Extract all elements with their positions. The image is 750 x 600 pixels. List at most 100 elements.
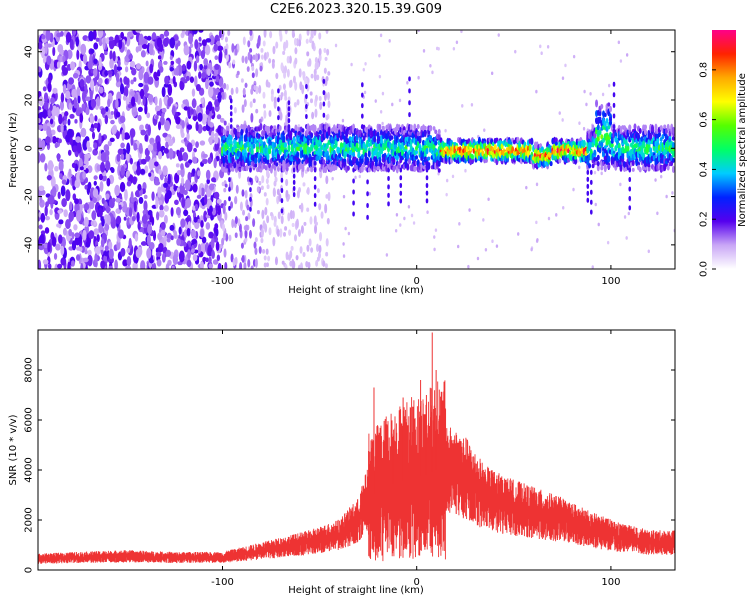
spectrogram-cell <box>270 93 274 102</box>
spectrogram-cell <box>72 193 77 201</box>
spectrogram-cell <box>38 151 41 163</box>
spectrogram-cell <box>67 149 72 156</box>
spectrogram-cell <box>170 207 174 217</box>
spectrogram-cell <box>391 102 394 107</box>
spectrogram-cell <box>299 262 303 269</box>
spectrogram-cell <box>52 136 57 144</box>
spectrogram-cell <box>487 197 490 202</box>
spectrogram-cell <box>203 64 208 70</box>
spectrogram-cell <box>483 143 487 148</box>
spectrogram-cell <box>124 66 129 73</box>
spectrogram-cell <box>437 160 441 167</box>
spectrogram-cell <box>59 31 64 37</box>
spectrogram-cell <box>105 193 110 200</box>
spectrogram-cell <box>194 39 199 50</box>
spectrogram-cell <box>306 244 310 252</box>
spectrogram-cell <box>467 264 470 269</box>
spectrogram-cell <box>314 108 318 118</box>
spectrogram-cell <box>162 132 169 138</box>
spectrogram-cell <box>380 139 384 144</box>
spectrogram-cell <box>115 131 120 140</box>
spectrogram-cell <box>169 67 175 72</box>
spectrogram-cell <box>306 188 310 194</box>
spectrogram-cell <box>403 216 406 221</box>
spectrogram-cell <box>348 154 352 159</box>
spectrogram-cell <box>455 40 459 45</box>
spectrogram-cell <box>104 78 108 85</box>
spectrogram-cell <box>201 159 208 164</box>
spectrogram-cell <box>194 203 198 210</box>
spectrogram-cell <box>199 63 204 71</box>
spectrogram-cell <box>240 242 244 249</box>
spectrogram-cell <box>264 223 268 233</box>
spectrogram-cell <box>326 48 330 56</box>
spectrogram-cell <box>138 82 144 88</box>
spectrogram-cell <box>280 187 284 193</box>
spectrogram-cell <box>57 209 63 214</box>
spectrogram-cell <box>142 209 147 215</box>
spectrogram-cell <box>45 30 51 41</box>
spectrogram-cell <box>92 188 99 198</box>
spectrogram-cell <box>60 123 64 134</box>
spectrogram-cell <box>61 179 67 185</box>
spectrogram-cell <box>145 155 151 162</box>
spectrogram-cell <box>609 105 613 113</box>
spectrogram-cell <box>72 72 79 79</box>
spectrogram-cell <box>294 57 298 65</box>
spectrogram-cell <box>262 248 266 254</box>
spectrogram-cell <box>247 181 251 186</box>
spectrogram-cell <box>626 145 630 152</box>
spectrogram-cell <box>261 209 265 220</box>
spectrogram-cell <box>39 195 43 204</box>
spectrogram-cell <box>268 110 272 117</box>
spectrogram-cell <box>180 218 186 228</box>
spectrogram-cell <box>278 149 282 155</box>
spectrogram-cell <box>535 220 538 225</box>
spectrogram-cell <box>93 175 98 180</box>
spectrogram-cell <box>130 79 134 85</box>
spectrogram-cell <box>78 246 83 252</box>
spectrogram-cell <box>593 149 597 156</box>
spectrogram-cell <box>186 132 190 141</box>
spectrogram-cell <box>368 191 371 196</box>
spectrogram-cell <box>416 131 420 137</box>
spectrogram-cell <box>287 112 291 118</box>
spectrogram-cell <box>628 167 632 173</box>
spectrogram-cell <box>671 191 674 195</box>
spectrogram-cell <box>115 197 121 203</box>
spectrogram-cell <box>305 93 308 99</box>
spectrogram-cell <box>200 187 205 197</box>
spectrogram-cell <box>119 115 126 124</box>
spectrogram-cell <box>223 187 227 193</box>
spectrogram-cell <box>57 43 64 53</box>
spectrogram-cell <box>263 109 267 119</box>
spectrogram-cell <box>528 143 532 152</box>
spectrogram-cell <box>115 111 121 118</box>
spectrogram-cell <box>254 157 258 165</box>
spectrogram-cell <box>324 263 328 269</box>
spectrogram-cell <box>217 45 224 52</box>
spectrogram-cell <box>284 226 288 231</box>
spectrogram-cell <box>292 185 296 191</box>
spectrogram-cell <box>623 215 627 219</box>
spectrogram-cell <box>250 88 254 95</box>
spectrogram-cell <box>203 194 208 205</box>
spectrogram-cell <box>647 249 650 254</box>
spectrogram-cell <box>144 86 148 98</box>
spectrogram-cell <box>310 132 314 139</box>
spectrogram-cell <box>322 112 326 118</box>
spectrogram-cell <box>517 232 520 236</box>
spectrogram-cell <box>259 122 263 131</box>
spectrogram-cell <box>293 234 297 242</box>
spectrogram-cell <box>107 140 112 147</box>
spectrogram-cell <box>106 177 111 187</box>
spectrogram-cell <box>169 224 175 231</box>
spectrogram-cell <box>355 142 359 149</box>
spectrogram-cell <box>154 105 161 113</box>
spectrogram-cell <box>224 262 228 269</box>
spectrogram-cell <box>612 124 616 130</box>
spectrogram-cell <box>119 83 125 95</box>
spectrogram-cell <box>228 62 232 69</box>
spectrogram-cell <box>230 87 234 96</box>
spectrogram-cell <box>229 104 233 110</box>
